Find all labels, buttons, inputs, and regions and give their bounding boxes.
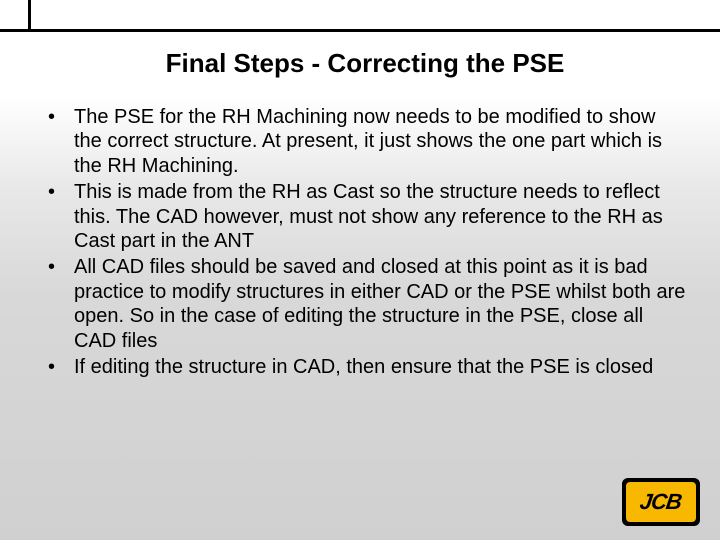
bullet-item: The PSE for the RH Machining now needs t… bbox=[42, 105, 688, 178]
jcb-logo: JCB bbox=[622, 478, 700, 526]
vertical-line bbox=[28, 0, 31, 32]
bullet-item: If editing the structure in CAD, then en… bbox=[42, 355, 688, 379]
bullet-item: This is made from the RH as Cast so the … bbox=[42, 180, 688, 253]
slide-title: Final Steps - Correcting the PSE bbox=[42, 48, 688, 79]
logo-outer-frame: JCB bbox=[622, 478, 700, 526]
bullet-item: All CAD files should be saved and closed… bbox=[42, 255, 688, 353]
slide-content: Final Steps - Correcting the PSE The PSE… bbox=[42, 48, 688, 381]
logo-text: JCB bbox=[639, 489, 684, 515]
horizontal-line bbox=[0, 29, 720, 32]
logo-inner-frame: JCB bbox=[626, 482, 696, 522]
bullet-list: The PSE for the RH Machining now needs t… bbox=[42, 105, 688, 379]
